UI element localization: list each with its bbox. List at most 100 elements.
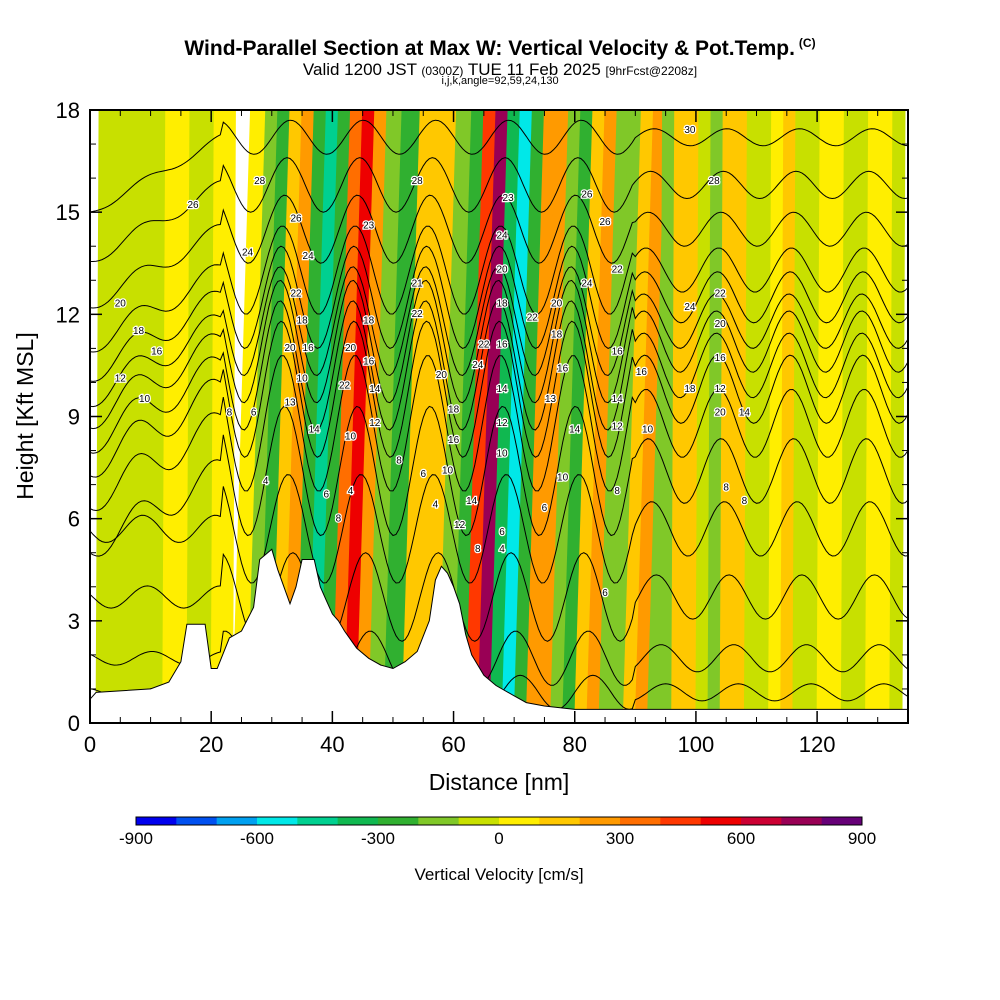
contour-label: 8 (227, 408, 233, 419)
contour-label: 16 (363, 357, 375, 368)
contour-label: 22 (290, 289, 302, 300)
forecast-info: [9hrFcst@2208z] (605, 64, 698, 78)
valid-utc: (0300Z) (421, 64, 464, 78)
contour-label: 12 (715, 384, 727, 395)
theta-contour (90, 157, 908, 262)
terrain (90, 548, 908, 723)
contour-label: 18 (297, 316, 309, 327)
w-band (659, 110, 676, 723)
contour-label: 6 (324, 489, 330, 500)
contour-label: 6 (499, 527, 505, 538)
contour-label: 20 (551, 299, 563, 310)
contour-label: 26 (187, 200, 199, 211)
contour-label: 4 (348, 486, 354, 497)
contour-label: 18 (551, 329, 563, 340)
contour-label: 22 (715, 289, 727, 300)
w-band (331, 110, 364, 723)
contour-label: 12 (369, 418, 381, 429)
valid-date: TUE 11 Feb 2025 (467, 60, 601, 79)
contour-label: 14 (569, 425, 581, 436)
w-band (743, 110, 761, 723)
colorbar-swatch (620, 817, 661, 825)
y-tick-label: 9 (68, 405, 80, 430)
contour-label: 10 (297, 374, 309, 385)
y-tick-label: 6 (68, 507, 80, 532)
colorbar-swatch (660, 817, 702, 825)
theta-contour (90, 474, 908, 584)
contour-label: 10 (345, 432, 357, 443)
colorbar-swatch (781, 817, 823, 825)
contour-label: 16 (612, 346, 624, 357)
copyright-mark: (C) (798, 36, 816, 50)
contour-label: 10 (642, 425, 654, 436)
w-band (453, 110, 485, 723)
contour-label: 21 (412, 278, 424, 289)
contour-label: 28 (254, 176, 266, 187)
w-band (622, 110, 655, 723)
contour-label: 24 (581, 278, 593, 289)
w-band (756, 110, 773, 723)
theta-contours (90, 119, 908, 710)
contour-label: 4 (499, 544, 505, 555)
contour-label: 24 (684, 302, 696, 313)
colorbar-tick-label: 300 (606, 829, 634, 848)
y-tick-label: 15 (56, 200, 80, 225)
colorbar-swatch (458, 817, 500, 825)
w-band (634, 110, 667, 723)
valid-prefix: Valid 1200 JST (302, 60, 417, 79)
theta-contour (90, 245, 908, 382)
x-tick-label: 100 (678, 732, 715, 757)
contour-label: 26 (599, 217, 611, 228)
contour-label: 26 (581, 190, 593, 201)
contour-label: 8 (396, 455, 402, 466)
contour-label: 6 (251, 408, 257, 419)
vertical-velocity-field (95, 110, 906, 723)
w-band (804, 110, 821, 723)
w-band (828, 110, 845, 723)
contour-label: 8 (336, 513, 342, 524)
contour-label: 16 (448, 435, 460, 446)
contour-label: 10 (139, 394, 151, 405)
contour-label: 14 (612, 394, 624, 405)
theta-contour (90, 119, 908, 213)
colorbar-swatch (499, 817, 540, 825)
w-band (271, 110, 303, 723)
contour-label: 14 (496, 384, 508, 395)
contour-label: 8 (614, 486, 620, 497)
colorbar-frame (135, 816, 863, 826)
contour-label: 12 (496, 418, 508, 429)
y-tick-label: 0 (68, 711, 80, 736)
theta-contour (90, 266, 908, 408)
y-tick-label: 18 (56, 98, 80, 123)
contour-label: 23 (503, 193, 515, 204)
contour-label: 6 (421, 469, 427, 480)
axes: 0 20 40 60 80 100 120 0 3 6 9 12 15 18 (56, 98, 908, 757)
contour-label: 16 (151, 346, 163, 357)
w-band (816, 110, 833, 723)
x-tick-label: 20 (199, 732, 223, 757)
colorbar-swatch (539, 817, 581, 825)
w-band (343, 110, 376, 723)
contour-label: 14 (466, 496, 478, 507)
colorbar-swatch (821, 817, 863, 825)
w-band (562, 110, 594, 723)
theta-contour (90, 630, 908, 686)
w-band (877, 110, 894, 723)
w-band (231, 110, 267, 723)
w-band (707, 110, 724, 723)
w-band (695, 110, 712, 723)
contour-label: 4 (263, 476, 269, 487)
contour-label: 16 (303, 343, 315, 354)
x-tick-label: 40 (320, 732, 344, 757)
contour-label: 4 (433, 500, 439, 511)
contour-label: 20 (345, 343, 357, 354)
contour-label: 10 (557, 472, 569, 483)
theta-contour (90, 552, 908, 642)
w-band (671, 110, 688, 723)
w-band (731, 110, 748, 723)
contour-label: 14 (309, 425, 321, 436)
contour-label: 22 (339, 380, 351, 391)
contour-label: 30 (684, 125, 696, 136)
y-axis-label: Height [Kft MSL] (12, 332, 38, 499)
